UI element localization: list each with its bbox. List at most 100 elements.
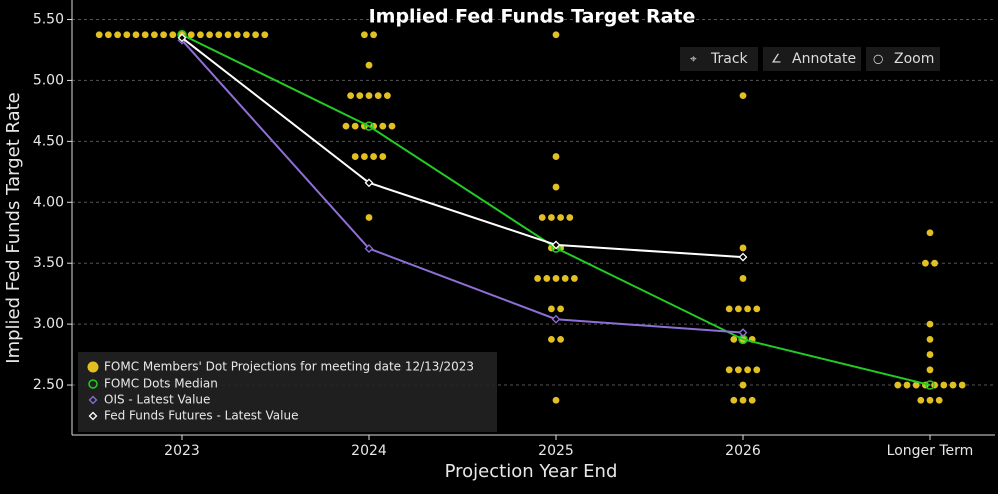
plot-area: 2.50 3.00 3.50 4.00 4.50 5.00 5.50 2023 2024 2025… bbox=[33, 0, 995, 459]
button-bg[interactable] bbox=[680, 47, 758, 71]
y-axis-label: Implied Fed Funds Target Rate bbox=[3, 92, 24, 363]
button-label[interactable]: Annotate bbox=[792, 51, 856, 67]
x-tick-label: 2024 bbox=[351, 443, 387, 459]
fomc-dot bbox=[926, 396, 934, 404]
fomc-dot bbox=[926, 320, 934, 328]
fomc-dot bbox=[95, 31, 103, 39]
fomc-dot bbox=[141, 31, 149, 39]
button-label[interactable]: Zoom bbox=[894, 51, 934, 67]
fomc-dot bbox=[552, 31, 560, 39]
fomc-dot bbox=[912, 381, 920, 389]
fomc-dot bbox=[552, 275, 560, 282]
fomc-dot bbox=[753, 366, 761, 374]
fomc-dot bbox=[379, 122, 387, 130]
fomc-dot bbox=[548, 335, 555, 343]
fomc-dot bbox=[197, 31, 204, 39]
fomc-dot bbox=[926, 335, 934, 343]
fomc-dot bbox=[365, 61, 373, 69]
button-bg[interactable] bbox=[866, 47, 940, 71]
fomc-dot bbox=[384, 92, 391, 100]
fomc-dot bbox=[206, 31, 214, 39]
legend-swatch bbox=[87, 361, 99, 373]
y-tick-label: 5.50 bbox=[33, 11, 64, 27]
fomc-dot bbox=[374, 92, 382, 100]
fomc-dot bbox=[571, 275, 578, 282]
fomc-dot bbox=[105, 31, 112, 39]
zoom-button[interactable]: ○ Zoom bbox=[866, 47, 940, 71]
button-bg[interactable] bbox=[763, 47, 861, 71]
fomc-dot bbox=[548, 305, 555, 313]
track-button[interactable]: ⌖ Track bbox=[680, 47, 758, 71]
fomc-dot bbox=[557, 305, 564, 313]
x-axis-label: Projection Year End bbox=[445, 461, 618, 482]
y-tick-label: 4.00 bbox=[33, 194, 64, 210]
fomc-dot bbox=[365, 214, 373, 221]
fomc-dot bbox=[160, 31, 168, 39]
fomc-dot bbox=[744, 366, 751, 374]
legend-label: OIS - Latest Value bbox=[104, 393, 210, 407]
icon: ○ bbox=[873, 52, 883, 66]
fomc-dot bbox=[725, 305, 733, 313]
fomc-dot bbox=[753, 305, 761, 313]
y-tick-label: 2.50 bbox=[33, 377, 64, 393]
fomc-dot bbox=[748, 396, 756, 404]
y-tick-label: 3.50 bbox=[33, 255, 64, 271]
y-tick-label: 5.00 bbox=[33, 72, 64, 88]
legend: FOMC Members' Dot Projections for meetin… bbox=[78, 352, 497, 432]
fomc-dot bbox=[552, 153, 560, 160]
marker bbox=[551, 314, 561, 324]
x-tick-label: 2025 bbox=[538, 443, 574, 459]
fomc-dot bbox=[233, 31, 241, 39]
chart-title: Implied Fed Funds Target Rate bbox=[369, 6, 696, 28]
fomc-dot bbox=[351, 122, 359, 130]
legend-swatch bbox=[88, 379, 98, 389]
annotate-button[interactable]: ∠ Annotate bbox=[763, 47, 861, 71]
fomc-dot bbox=[926, 351, 934, 358]
fomc-dot bbox=[114, 31, 121, 39]
fomc-dot bbox=[347, 92, 354, 100]
fomc-dot bbox=[739, 92, 747, 100]
marker bbox=[738, 328, 748, 338]
legend-label: FOMC Dots Median bbox=[104, 377, 218, 391]
fomc-dot bbox=[351, 153, 359, 160]
fomc-dot bbox=[123, 31, 131, 39]
fomc-dot bbox=[949, 381, 957, 389]
fomc-dot bbox=[370, 153, 377, 160]
fomc-dot bbox=[538, 214, 546, 221]
marker bbox=[551, 240, 561, 250]
fomc-dot bbox=[534, 275, 541, 282]
fomc-dot bbox=[243, 31, 250, 39]
fomc-dot bbox=[561, 275, 569, 282]
button-label[interactable]: Track bbox=[710, 51, 749, 67]
x-tick-label: 2026 bbox=[725, 443, 761, 459]
fomc-dot bbox=[342, 122, 350, 130]
fomc-dot bbox=[215, 31, 223, 39]
fomc-dot bbox=[557, 214, 564, 221]
fomc-dot bbox=[739, 396, 747, 404]
fomc-dot bbox=[169, 31, 177, 39]
fomc-dot bbox=[940, 381, 948, 389]
fomc-dot bbox=[926, 366, 934, 374]
fomc-dot bbox=[894, 381, 902, 389]
fomc-dot bbox=[132, 31, 140, 39]
fomc-dot bbox=[252, 31, 259, 39]
y-tick-label: 4.50 bbox=[33, 133, 64, 149]
series-line bbox=[181, 39, 744, 334]
fomc-dot bbox=[725, 366, 733, 374]
marker bbox=[364, 178, 374, 188]
fomc-dot bbox=[356, 92, 364, 100]
fomc-dot bbox=[552, 183, 560, 191]
fomc-dot bbox=[735, 366, 742, 374]
fomc-dot bbox=[903, 381, 911, 389]
x-tick-label: 2023 bbox=[164, 443, 200, 459]
fomc-dot bbox=[224, 31, 232, 39]
fomc-dot bbox=[735, 305, 742, 313]
fomc-dot bbox=[365, 92, 373, 100]
y-tick-label: 3.00 bbox=[33, 316, 64, 332]
fomc-dot bbox=[931, 259, 938, 267]
fomc-dot bbox=[552, 396, 560, 404]
fomc-dot bbox=[566, 214, 574, 221]
series-line bbox=[181, 36, 744, 259]
fomc-dot bbox=[730, 335, 738, 343]
fomc-dot bbox=[958, 381, 966, 389]
